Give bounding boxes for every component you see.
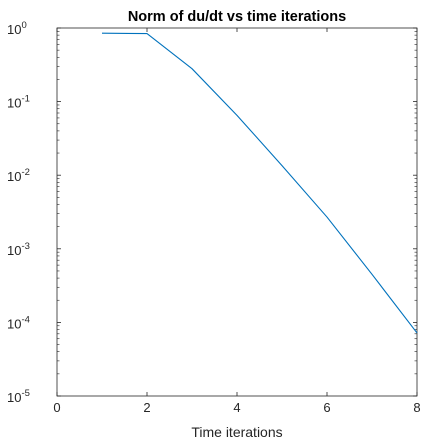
chart-title: Norm of du/dt vs time iterations (128, 9, 346, 25)
x-axis-label: Time iterations (191, 424, 282, 440)
series-layer (101, 32, 418, 334)
plot-frame (56, 27, 418, 397)
y-axis: 100 10-1 10-2 10-3 10-4 10-5 (7, 20, 417, 405)
x-tick-label: 0 (53, 400, 60, 415)
x-tick-label: 2 (143, 400, 150, 415)
plot-area (56, 27, 418, 397)
x-tick-label: 8 (413, 400, 420, 415)
y-tick-label: 10-5 (7, 388, 30, 405)
y-tick-label: 10-1 (7, 94, 30, 111)
y-tick-label: 10-3 (7, 241, 30, 258)
y-tick-label: 100 (7, 20, 27, 37)
x-tick-label: 4 (233, 400, 240, 415)
y-tick-label: 10-4 (7, 314, 30, 331)
data-line (101, 32, 418, 334)
x-tick-label: 6 (323, 400, 330, 415)
y-tick-label: 10-2 (7, 167, 30, 184)
